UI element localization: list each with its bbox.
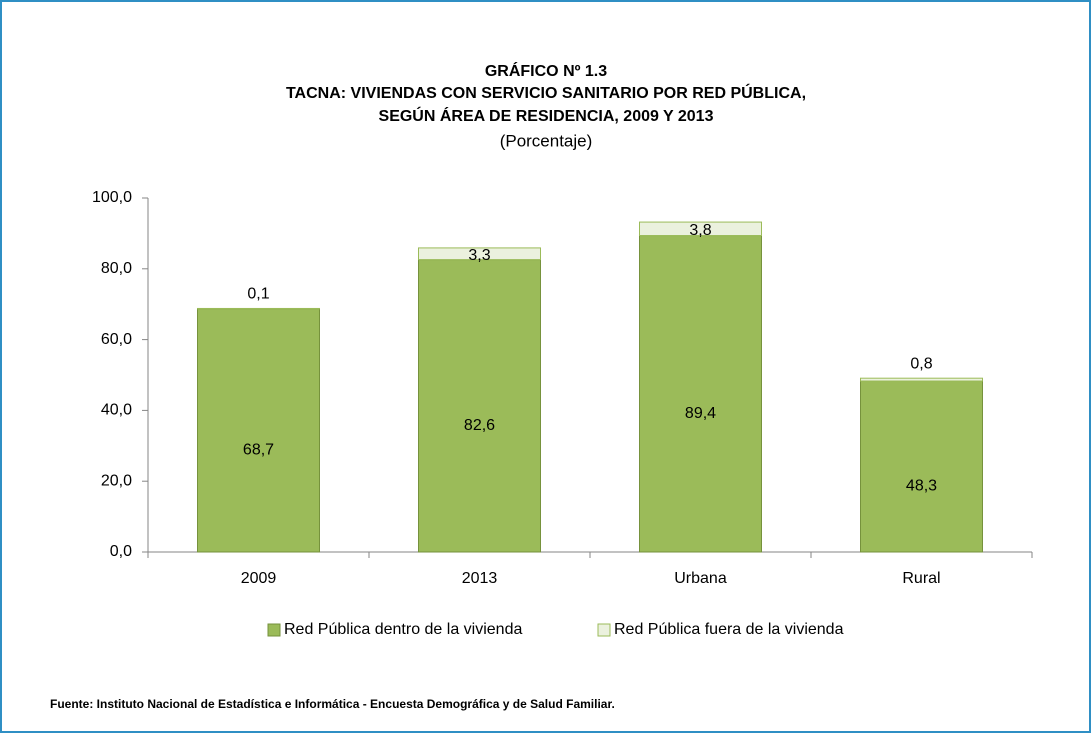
chart-title: GRÁFICO Nº 1.3: [485, 61, 607, 80]
x-tick-label: 2009: [241, 570, 277, 587]
bar-segment: [860, 380, 983, 553]
source-note: Fuente: Instituto Nacional de Estadístic…: [50, 697, 615, 711]
y-tick-label: 60,0: [101, 331, 132, 348]
chart-subtitle: (Porcentaje): [500, 131, 593, 150]
chart-title: SEGÚN ÁREA DE RESIDENCIA, 2009 Y 2013: [379, 106, 714, 125]
data-label: 0,1: [247, 286, 269, 303]
bar-segment: [418, 247, 541, 261]
x-tick-label: Urbana: [674, 570, 727, 587]
data-label: 82,6: [464, 417, 495, 434]
bar-segment: [418, 259, 541, 553]
data-label: 3,8: [689, 222, 711, 239]
data-label: 68,7: [243, 442, 274, 459]
data-label: 48,3: [906, 478, 937, 495]
x-tick-label: 2013: [462, 570, 498, 587]
legend-swatch: [597, 623, 611, 637]
y-tick-label: 0,0: [110, 543, 132, 560]
bar-segment: [639, 221, 762, 237]
legend-label: Red Pública dentro de la vivienda: [284, 621, 522, 638]
bar-segment: [639, 235, 762, 553]
y-tick-label: 20,0: [101, 472, 132, 489]
data-label: 89,4: [685, 405, 716, 422]
chart-title: TACNA: VIVIENDAS CON SERVICIO SANITARIO …: [286, 83, 806, 102]
y-tick-label: 40,0: [101, 402, 132, 419]
legend-label: Red Pública fuera de la vivienda: [614, 621, 844, 638]
bar-segment: [197, 308, 320, 553]
x-tick-label: Rural: [902, 570, 940, 587]
legend-swatch: [267, 623, 281, 637]
y-tick-label: 80,0: [101, 260, 132, 277]
y-tick-label: 100,0: [92, 189, 132, 206]
data-label: 0,8: [910, 355, 932, 372]
bar-segment: [860, 377, 983, 382]
data-label: 3,3: [468, 247, 490, 264]
